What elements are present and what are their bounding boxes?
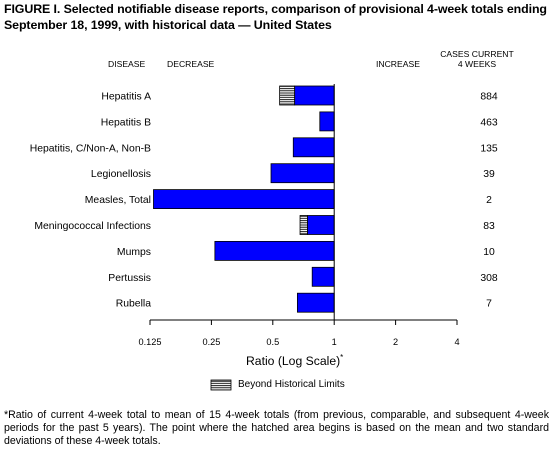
x-tick-label: 1	[332, 337, 337, 347]
bar-hatched-segment	[279, 85, 296, 106]
header-cases-line2: 4 WEEKS	[457, 59, 497, 69]
cases-value: 308	[480, 273, 498, 284]
x-tick-label: 0.5	[266, 337, 279, 347]
header-increase: INCREASE	[376, 59, 420, 69]
category-label: Pertussis	[108, 273, 151, 284]
bar-hatched-segment	[299, 215, 308, 235]
cases-value: 135	[480, 143, 498, 154]
x-tick-label: 0.25	[202, 337, 220, 347]
bar	[296, 292, 335, 313]
x-axis-label: Ratio (Log Scale)*	[246, 353, 343, 368]
bar	[319, 111, 335, 132]
category-label: Legionellosis	[91, 169, 151, 180]
bar	[311, 266, 335, 287]
category-label: Mumps	[117, 247, 151, 258]
x-tick-label: 0.125	[139, 337, 162, 347]
x-tick-label: 4	[454, 337, 459, 347]
figure-title: FIGURE I. Selected notifiable disease re…	[4, 2, 547, 32]
bar	[270, 163, 335, 184]
cases-value: 83	[483, 221, 495, 232]
category-label: Measles, Total	[85, 195, 151, 206]
x-axis-label-text: Ratio (Log Scale)	[246, 354, 341, 369]
cases-value: 7	[486, 299, 492, 310]
category-label: Hepatitis B	[101, 117, 151, 128]
category-label: Rubella	[116, 299, 151, 310]
cases-value: 2	[486, 195, 492, 206]
cases-value: 463	[480, 117, 498, 128]
cases-value: 10	[483, 247, 495, 258]
legend-swatch	[210, 379, 232, 391]
bar	[294, 85, 335, 106]
cases-value: 884	[480, 92, 498, 103]
x-axis-label-mark: *	[340, 353, 344, 362]
header-cases-line1: CASES CURRENT	[440, 49, 514, 59]
x-tick-label: 2	[393, 337, 398, 347]
category-label: Hepatitis A	[101, 92, 151, 103]
footnote: *Ratio of current 4-week total to mean o…	[4, 409, 549, 448]
header-decrease: DECREASE	[167, 59, 215, 69]
bar	[307, 215, 335, 235]
legend-label: Beyond Historical Limits	[238, 379, 345, 390]
category-label: Meningococcal Infections	[34, 221, 151, 232]
header-disease: DISEASE	[108, 59, 146, 69]
bar	[214, 240, 335, 261]
bar	[153, 189, 335, 210]
category-label: Hepatitis, C/Non-A, Non-B	[30, 143, 151, 154]
bar	[292, 137, 335, 158]
cases-value: 39	[483, 169, 495, 180]
